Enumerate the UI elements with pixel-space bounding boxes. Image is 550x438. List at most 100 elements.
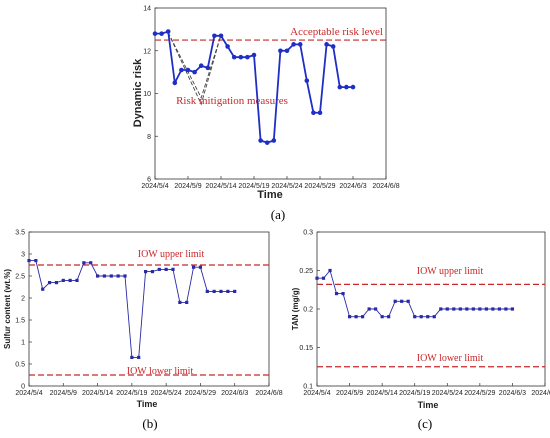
y-tick-label: 0.2: [303, 307, 313, 314]
data-point: [89, 261, 93, 265]
data-point: [205, 65, 211, 71]
data-point: [297, 42, 303, 47]
mitigation-dashed-path-1: [167, 32, 222, 99]
data-point: [452, 307, 456, 311]
y-tick-label: 14: [143, 6, 151, 13]
data-point: [478, 307, 482, 311]
x-tick-label: 2024/6/8: [531, 390, 550, 397]
data-point: [47, 281, 52, 285]
x-tick-label: 2024/5/29: [464, 390, 495, 397]
data-point: [231, 54, 237, 60]
plot-frame-b: [28, 231, 270, 387]
panel-caption-c: (c): [418, 416, 432, 431]
data-point: [41, 287, 45, 291]
data-point: [374, 307, 378, 311]
data-point: [445, 307, 449, 311]
gridlines-a: [154, 7, 387, 180]
data-point: [95, 274, 100, 278]
y-tick-label: 0.1: [303, 384, 313, 391]
x-tick-label: 2024/5/24: [271, 183, 302, 190]
data-point: [212, 33, 217, 39]
data-point: [178, 300, 182, 304]
x-tick-label: 2024/5/4: [15, 390, 42, 397]
data-point: [137, 355, 141, 359]
data-point: [54, 281, 59, 285]
data-point: [311, 110, 316, 116]
data-point: [212, 289, 216, 293]
y-tick-label: 12: [143, 48, 151, 55]
data-point: [510, 307, 515, 311]
acceptable-risk-label: Acceptable risk level: [290, 26, 383, 38]
tan-series: [315, 268, 515, 319]
iow-upper-label-b: IOW upper limit: [138, 249, 205, 260]
data-point: [171, 267, 175, 271]
data-point: [354, 315, 358, 319]
y-tick-label: 0.5: [15, 362, 25, 369]
data-point: [400, 299, 404, 303]
data-point: [471, 307, 475, 311]
data-point: [34, 259, 38, 263]
data-point: [159, 31, 164, 36]
data-point: [226, 289, 230, 293]
x-tick-label: 2024/6/8: [372, 183, 399, 190]
data-point: [484, 307, 488, 311]
x-axis-label-a: Time: [257, 189, 282, 201]
series-line: [317, 269, 513, 318]
x-tick-label: 2024/5/9: [336, 390, 363, 397]
x-tick-label: 2024/5/24: [151, 390, 182, 397]
x-tick-label: 2024/5/29: [304, 183, 335, 190]
series-line: [155, 30, 353, 144]
data-point: [419, 315, 423, 319]
data-point: [164, 267, 168, 271]
data-point: [271, 138, 277, 143]
data-point: [218, 33, 224, 39]
y-axis-label-b: Sulfur content (wt.%): [3, 269, 12, 349]
data-point: [439, 307, 443, 311]
x-tick-label: 2024/5/19: [399, 390, 430, 397]
data-point: [406, 299, 410, 303]
y-axis-label-a: Dynamic risk: [132, 58, 144, 127]
y-tick-label: 3.5: [15, 230, 25, 237]
data-point: [380, 315, 384, 319]
data-point: [116, 274, 120, 278]
data-point: [317, 110, 323, 116]
data-point: [61, 278, 65, 282]
data-point: [219, 289, 223, 293]
data-point: [233, 289, 237, 293]
x-tick-label: 2024/5/4: [141, 183, 168, 190]
data-point: [157, 267, 161, 271]
data-point: [334, 292, 339, 296]
y-tick-label: 0: [21, 384, 25, 391]
tick-labels-c: 0.1 0.15 0.2 0.25 0.3 2024/5/4 2024/5/9 2024/5/…: [299, 230, 550, 398]
data-point: [198, 63, 204, 69]
data-point: [350, 84, 356, 90]
data-point: [344, 84, 349, 90]
x-tick-label: 2024/5/29: [185, 390, 216, 397]
gridlines-b: [28, 231, 270, 387]
data-point: [68, 278, 72, 282]
iow-upper-label-c: IOW upper limit: [417, 266, 484, 277]
x-tick-label: 2024/5/14: [367, 390, 398, 397]
sulfur-series: [27, 259, 237, 359]
data-point: [27, 259, 31, 263]
x-tick-label: 2024/5/24: [432, 390, 463, 397]
data-point: [185, 300, 189, 304]
data-point: [264, 140, 270, 145]
data-point: [291, 42, 296, 47]
data-point: [361, 315, 365, 319]
x-tick-label: 2024/5/14: [82, 390, 113, 397]
dynamic-risk-series: [152, 29, 356, 145]
data-point: [321, 276, 326, 280]
data-point: [245, 54, 250, 60]
y-tick-label: 2: [21, 296, 25, 303]
data-point: [165, 29, 171, 34]
data-point: [109, 274, 113, 278]
data-point: [172, 80, 178, 86]
data-point: [82, 261, 86, 265]
series-line: [29, 260, 235, 358]
iow-lower-label-b: IOW lower limit: [127, 366, 194, 377]
x-axis-label-b: Time: [137, 399, 158, 409]
y-tick-label: 10: [143, 91, 151, 98]
data-point: [341, 292, 345, 296]
